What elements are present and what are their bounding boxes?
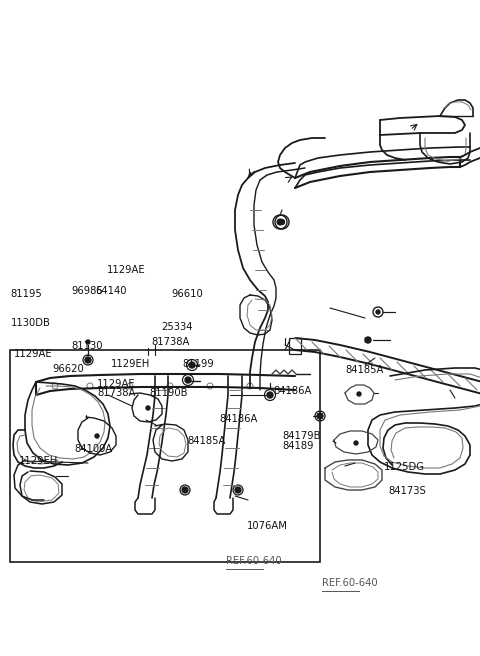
Text: 81738A: 81738A (151, 337, 190, 348)
Text: 1125DG: 1125DG (384, 462, 425, 472)
Circle shape (354, 441, 358, 445)
Circle shape (365, 337, 371, 343)
Text: 81195: 81195 (11, 289, 42, 299)
Circle shape (267, 392, 273, 398)
Text: 84185A: 84185A (187, 436, 226, 446)
Text: REF.60-640: REF.60-640 (226, 556, 281, 566)
Circle shape (85, 357, 91, 363)
Text: 81199: 81199 (182, 359, 214, 369)
Text: 96985: 96985 (71, 286, 103, 297)
Text: 25334: 25334 (161, 321, 192, 332)
Circle shape (376, 310, 380, 314)
Text: 96610: 96610 (172, 289, 204, 299)
Text: 84186A: 84186A (274, 386, 312, 396)
Text: 96620: 96620 (53, 363, 84, 374)
Text: 84100A: 84100A (74, 444, 113, 455)
Text: 81738A: 81738A (97, 388, 135, 398)
Text: 84189: 84189 (282, 441, 314, 451)
Circle shape (146, 406, 150, 410)
Circle shape (95, 434, 99, 438)
Text: REF.60-640: REF.60-640 (322, 577, 377, 588)
Text: 1129AE: 1129AE (97, 379, 135, 389)
Text: 81130: 81130 (71, 340, 103, 351)
Circle shape (279, 220, 285, 224)
Text: 81190B: 81190B (150, 388, 188, 398)
Text: 1129AE: 1129AE (107, 265, 145, 276)
Circle shape (357, 392, 361, 396)
Text: 1129EH: 1129EH (111, 359, 151, 369)
Circle shape (317, 413, 323, 419)
Circle shape (189, 362, 195, 368)
Text: 84185A: 84185A (346, 365, 384, 375)
Text: 1076AM: 1076AM (247, 521, 288, 531)
Text: 84186A: 84186A (219, 413, 257, 424)
Bar (10, 350, 320, 562)
Text: 84173S: 84173S (389, 485, 427, 496)
Circle shape (182, 487, 188, 493)
Text: 1129EH: 1129EH (19, 455, 59, 466)
Text: 64140: 64140 (95, 286, 127, 297)
Circle shape (277, 219, 283, 225)
Bar (289, 338, 301, 354)
Text: 1129AE: 1129AE (13, 349, 52, 359)
Circle shape (185, 377, 191, 383)
Text: 84179B: 84179B (282, 431, 321, 441)
Circle shape (235, 487, 241, 493)
Circle shape (86, 340, 90, 344)
Text: 1130DB: 1130DB (11, 318, 50, 329)
